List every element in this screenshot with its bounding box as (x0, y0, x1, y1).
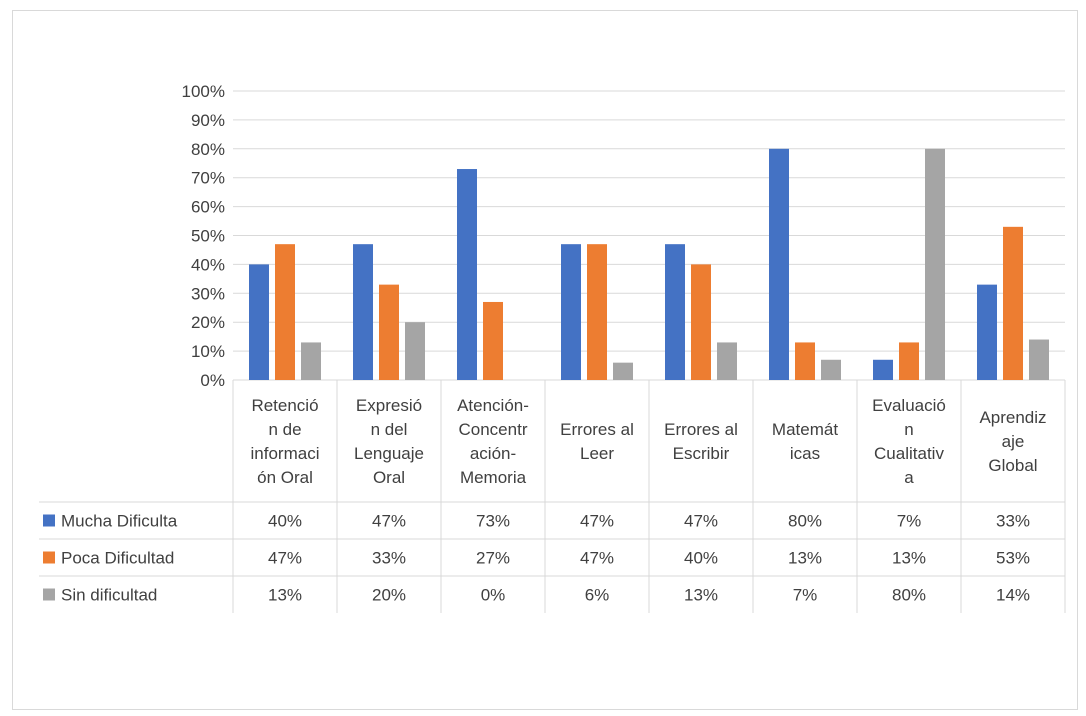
data-label: 13% (268, 586, 302, 605)
data-label: 40% (684, 549, 718, 568)
data-label: 20% (372, 586, 406, 605)
x-category-label: informaci (251, 444, 320, 463)
data-label: 80% (788, 512, 822, 531)
bar-sin-dificultad (821, 359, 841, 380)
data-label: 33% (996, 512, 1030, 531)
x-category-label: Lenguaje (354, 444, 424, 463)
bar-sin-dificultad (613, 362, 633, 380)
x-category-label: Memoria (460, 468, 527, 487)
x-category-label: ón Oral (257, 468, 313, 487)
x-category-label: Cualitativ (874, 444, 944, 463)
y-tick-label: 70% (191, 169, 225, 188)
y-tick-label: 90% (191, 111, 225, 130)
legend-swatch-poca-dificultad (43, 551, 55, 564)
bar-poca-dificultad (483, 301, 503, 380)
x-category-label: Escribir (673, 444, 730, 463)
bar-poca-dificultad (587, 244, 607, 380)
legend-label: Sin dificultad (61, 586, 157, 605)
x-category-label: n del (371, 420, 408, 439)
data-label: 47% (580, 512, 614, 531)
legend-label: Mucha Dificulta (61, 512, 178, 531)
data-label: 47% (684, 512, 718, 531)
data-label: 53% (996, 549, 1030, 568)
data-label: 13% (892, 549, 926, 568)
x-category-label: icas (790, 444, 820, 463)
data-label: 6% (585, 586, 610, 605)
bar-mucha-dificulta (457, 169, 477, 380)
y-tick-label: 0% (200, 371, 225, 390)
data-label: 73% (476, 512, 510, 531)
bar-chart: 0% 10% 20% 30% 40% 50% 60% 70% 80% 90% 100% Retenci… (39, 82, 1066, 613)
x-category-label: Concentr (459, 420, 528, 439)
x-category-label: Aprendiz (979, 408, 1046, 427)
data-label: 13% (788, 549, 822, 568)
x-category-label: Leer (580, 444, 614, 463)
bar-mucha-dificulta (353, 244, 373, 380)
y-tick-label: 80% (191, 140, 225, 159)
data-label: 13% (684, 586, 718, 605)
x-category-label: aje (1002, 432, 1025, 451)
bar-mucha-dificulta (249, 264, 269, 380)
x-category-label: n de (268, 420, 301, 439)
x-category-label: Atención- (457, 396, 529, 415)
bar-sin-dificultad (1029, 339, 1049, 380)
x-category-label: n (904, 420, 913, 439)
x-category-label: Expresió (356, 396, 422, 415)
data-label: 47% (372, 512, 406, 531)
data-label: 7% (897, 512, 922, 531)
x-category-label: ación- (470, 444, 516, 463)
data-label: 33% (372, 549, 406, 568)
x-category-label: a (904, 468, 914, 487)
bar-sin-dificultad (405, 322, 425, 380)
bar-sin-dificultad (925, 148, 945, 380)
x-category-label: Matemát (772, 420, 838, 439)
data-label: 40% (268, 512, 302, 531)
bar-poca-dificultad (795, 342, 815, 380)
x-category-label: Global (988, 456, 1037, 475)
legend-swatch-mucha-dificulta (43, 514, 55, 527)
y-tick-label: 60% (191, 198, 225, 217)
data-label: 14% (996, 586, 1030, 605)
bar-sin-dificultad (717, 342, 737, 380)
data-label: 47% (580, 549, 614, 568)
data-label: 27% (476, 549, 510, 568)
bar-mucha-dificulta (665, 244, 685, 380)
bar-mucha-dificulta (769, 148, 789, 380)
bar-poca-dificultad (379, 284, 399, 380)
y-tick-label: 10% (191, 342, 225, 361)
bar-mucha-dificulta (561, 244, 581, 380)
bar-sin-dificultad (301, 342, 321, 380)
x-category-label: Errores al (560, 420, 634, 439)
bar-mucha-dificulta (977, 284, 997, 380)
y-tick-label: 40% (191, 255, 225, 274)
y-tick-label: 20% (191, 313, 225, 332)
bar-poca-dificultad (899, 342, 919, 380)
x-category-label: Retenció (251, 396, 318, 415)
legend-label: Poca Dificultad (61, 549, 174, 568)
chart-frame: 0% 10% 20% 30% 40% 50% 60% 70% 80% 90% 100% Retenci… (12, 10, 1078, 710)
bar-poca-dificultad (691, 264, 711, 380)
bar-mucha-dificulta (873, 359, 893, 380)
y-tick-label: 50% (191, 227, 225, 246)
data-label: 80% (892, 586, 926, 605)
data-label: 47% (268, 549, 302, 568)
y-tick-label: 100% (182, 82, 225, 101)
data-label: 0% (481, 586, 506, 605)
data-label: 7% (793, 586, 818, 605)
x-category-label: Errores al (664, 420, 738, 439)
bar-poca-dificultad (1003, 226, 1023, 380)
x-category-label: Evaluació (872, 396, 946, 415)
bar-poca-dificultad (275, 244, 295, 380)
legend-swatch-sin-dificultad (43, 588, 55, 601)
x-category-label: Oral (373, 468, 405, 487)
y-tick-label: 30% (191, 284, 225, 303)
